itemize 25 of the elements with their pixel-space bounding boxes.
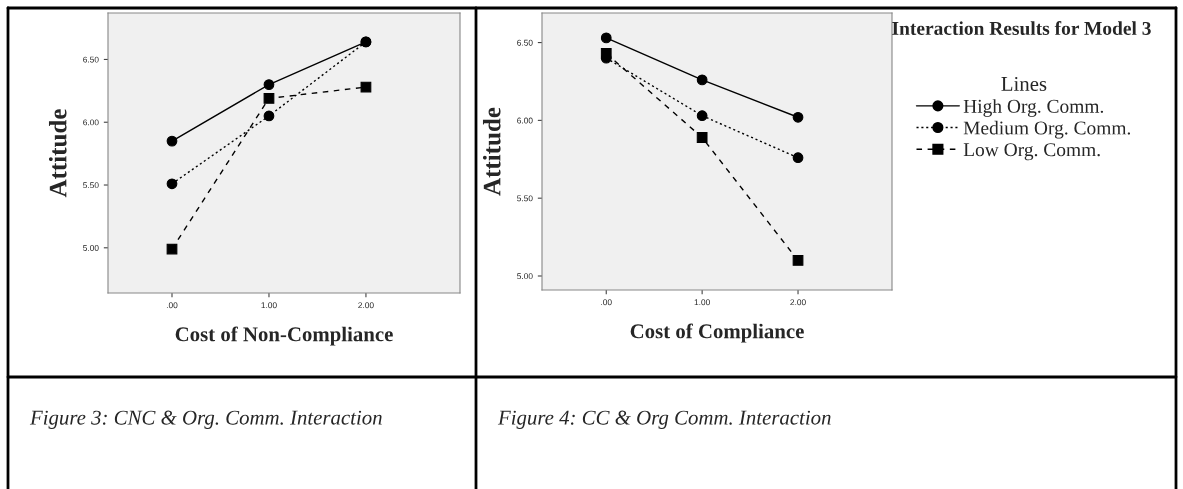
y-tick-label: 5.50 (517, 195, 533, 202)
caption: Figure 4: CC & Org Comm. Interaction (497, 410, 831, 429)
legend-label: Medium Org. Comm. (963, 120, 1131, 139)
legend-title: Lines (1001, 76, 1047, 91)
y-tick-label: 6.50 (517, 39, 533, 46)
x-axis-title: Cost of Non-Compliance (175, 326, 393, 346)
y-tick-label: 5.00 (517, 273, 533, 280)
y-tick-label: 6.50 (83, 56, 99, 63)
y-axis-title: Attitude (48, 109, 67, 198)
x-tick-label: 2.00 (358, 302, 374, 309)
legend-label: High Org. Comm. (963, 99, 1104, 117)
x-tick-label: .00 (166, 302, 178, 309)
y-tick-label: 5.50 (83, 182, 99, 189)
y-tick-label: 6.00 (517, 117, 533, 124)
caption: Figure 3: CNC & Org. Comm. Interaction (29, 410, 382, 429)
x-tick-label: 1.00 (694, 299, 710, 306)
text: Interaction Results for Model 3 (892, 21, 1151, 36)
y-axis-title: Attitude (482, 107, 501, 196)
legend-label: Low Org. Comm. (963, 143, 1100, 161)
y-tick-label: 5.00 (83, 245, 99, 251)
x-axis-title: Cost of Compliance (630, 323, 804, 343)
x-tick-label: 1.00 (261, 302, 277, 309)
y-tick-label: 6.00 (83, 119, 99, 126)
x-tick-label: .00 (601, 299, 612, 306)
x-tick-label: 2.00 (790, 299, 806, 306)
